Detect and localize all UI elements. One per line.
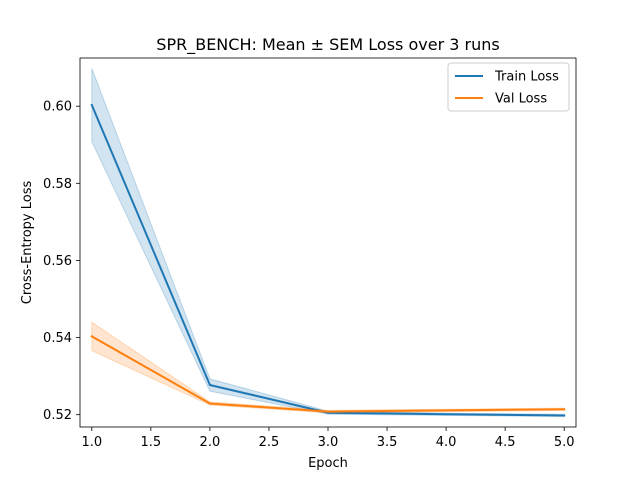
legend-label-0: Train Loss [494,70,559,85]
sem-band-series-0 [91,68,565,418]
x-tick-label-0: 1.0 [81,435,102,450]
x-tick-label-7: 4.5 [495,435,516,450]
legend: Train Loss Val Loss [447,62,570,112]
sem-band-series-1 [91,321,565,414]
data-point-series-0-0 [90,104,93,107]
x-tick-label-3: 2.5 [259,435,280,450]
data-point-series-1-4 [563,408,566,411]
y-tick-label-0: 0.52 [43,408,72,423]
x-tick-label-2: 2.0 [200,435,221,450]
x-tick-label-8: 5.0 [554,435,575,450]
x-axis-label: Epoch [308,456,348,471]
x-tick-label-5: 3.5 [377,435,398,450]
data-point-series-0-3 [445,413,448,416]
y-tick-label-4: 0.60 [43,100,72,115]
y-tick-label-1: 0.54 [43,331,72,346]
data-point-series-0-1 [208,383,211,386]
sem-bands [91,68,565,418]
data-point-series-1-3 [445,409,448,412]
data-point-series-1-2 [327,410,329,413]
x-axis-ticks: 1.0 1.5 2.0 2.5 3.0 3.5 4.0 4.5 5.0 [81,427,575,450]
y-axis-label: Cross-Entropy Loss [20,181,35,305]
x-tick-label-4: 3.0 [318,435,339,450]
legend-label-1: Val Loss [495,92,547,107]
data-point-series-1-1 [208,402,211,405]
y-axis-ticks: 0.52 0.54 0.56 0.58 0.60 [43,100,80,423]
y-tick-label-2: 0.56 [43,254,72,269]
data-point-series-1-0 [90,335,93,338]
data-point-series-0-4 [563,414,566,417]
series-lines [90,103,566,417]
chart-title: SPR_BENCH: Mean ± SEM Loss over 3 runs [156,35,499,55]
y-tick-label-3: 0.58 [43,177,72,192]
x-tick-label-6: 4.0 [436,435,457,450]
x-tick-label-1: 1.5 [141,435,162,450]
